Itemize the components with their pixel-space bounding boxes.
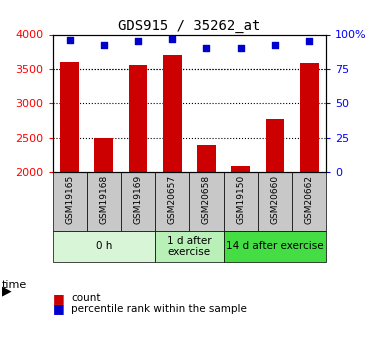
Text: 1 d after
exercise: 1 d after exercise: [167, 236, 211, 257]
Bar: [121, 172, 155, 231]
Point: [238, 46, 244, 51]
Bar: [189, 172, 224, 231]
Text: 14 d after exercise: 14 d after exercise: [226, 241, 324, 252]
Text: GSM19150: GSM19150: [236, 175, 245, 224]
Text: GSM20662: GSM20662: [304, 175, 313, 224]
Title: GDS915 / 35262_at: GDS915 / 35262_at: [118, 19, 261, 33]
Text: count: count: [71, 294, 101, 303]
Bar: [155, 172, 189, 231]
Point: [169, 36, 175, 41]
Text: percentile rank within the sample: percentile rank within the sample: [71, 304, 247, 314]
Point: [204, 46, 210, 51]
Point: [272, 43, 278, 48]
Text: ■: ■: [53, 302, 64, 315]
Bar: [53, 172, 87, 231]
Text: GSM20658: GSM20658: [202, 175, 211, 224]
Text: GSM20660: GSM20660: [270, 175, 279, 224]
Text: GSM20657: GSM20657: [168, 175, 177, 224]
Bar: [258, 172, 292, 231]
Point: [67, 37, 73, 43]
Bar: [94, 138, 113, 172]
Bar: [87, 172, 121, 231]
Bar: [292, 172, 326, 231]
Bar: [197, 145, 216, 172]
Text: GSM19165: GSM19165: [65, 175, 74, 224]
Point: [135, 39, 141, 44]
Bar: [60, 62, 79, 172]
Bar: [163, 55, 182, 172]
Text: GSM19169: GSM19169: [134, 175, 142, 224]
Bar: [300, 63, 318, 172]
Bar: [224, 172, 258, 231]
Text: GSM19168: GSM19168: [99, 175, 108, 224]
Text: time: time: [2, 280, 27, 289]
Text: ▶: ▶: [2, 284, 12, 297]
Bar: [224, 231, 326, 262]
Text: ■: ■: [53, 292, 64, 305]
Bar: [155, 231, 224, 262]
Point: [306, 39, 312, 44]
Bar: [231, 166, 250, 172]
Point: [101, 43, 107, 48]
Bar: [129, 66, 147, 172]
Text: 0 h: 0 h: [96, 241, 112, 252]
Bar: [266, 119, 284, 172]
Bar: [53, 231, 155, 262]
